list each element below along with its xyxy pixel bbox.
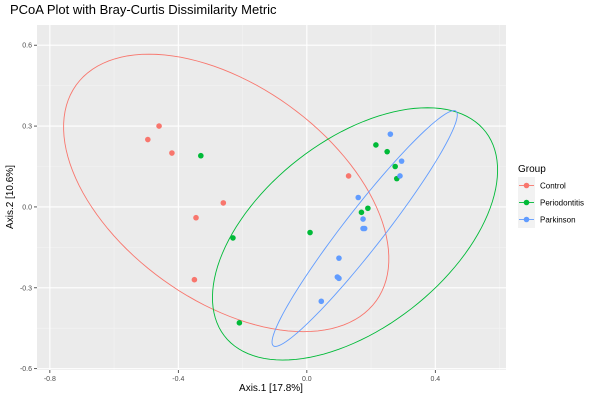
legend-label-parkinson: Parkinson (540, 216, 576, 225)
point-periodontitis (307, 229, 313, 236)
legend-title: Group (518, 164, 546, 175)
point-periodontitis (236, 320, 243, 326)
point-periodontitis (365, 205, 371, 212)
point-periodontitis (198, 152, 204, 159)
ellipses (63, 53, 499, 361)
y-tick-label: 0.3 (22, 124, 32, 131)
point-control (345, 173, 352, 179)
legend-key-point (523, 216, 530, 223)
y-tick-label: -0.6 (20, 366, 32, 373)
point-control (193, 214, 199, 221)
point-parkinson (336, 275, 342, 282)
point-parkinson (397, 173, 403, 179)
legend-key-point (523, 199, 530, 206)
legend-label-control: Control (540, 182, 566, 191)
point-parkinson (387, 131, 394, 137)
point-periodontitis (358, 209, 365, 216)
legend-items: Control Periodontitis Parkinson (518, 177, 584, 228)
legend: Group Control Periodontitis Parkinson (518, 164, 584, 228)
ellipse-parkinson (271, 110, 458, 347)
legend-key-point (523, 182, 530, 189)
point-periodontitis (230, 235, 236, 241)
grid-major (37, 25, 506, 370)
y-axis-title: Axis.2 [10.6%] (5, 165, 16, 229)
x-tick-label: 0.0 (302, 376, 312, 383)
point-parkinson (318, 298, 325, 305)
data-points (145, 123, 405, 326)
point-parkinson (398, 158, 405, 164)
x-axis-title: Axis.1 [17.8%] (239, 383, 303, 394)
y-tick-label: 0.0 (22, 204, 32, 211)
point-parkinson (360, 225, 366, 232)
x-tick-label: -0.4 (172, 376, 184, 383)
y-tick-label: 0.6 (22, 43, 32, 50)
point-control (220, 200, 227, 206)
point-parkinson (336, 255, 342, 261)
point-parkinson (355, 194, 362, 201)
point-control (169, 150, 175, 156)
x-tick-label: 0.4 (430, 376, 440, 383)
plot-panel (37, 25, 506, 370)
point-periodontitis (384, 148, 390, 155)
ellipse-periodontitis (212, 107, 499, 361)
point-control (145, 136, 151, 143)
y-tick-label: -0.3 (20, 285, 32, 292)
grid-minor (37, 25, 506, 370)
x-tick-label: -0.8 (44, 376, 56, 383)
point-parkinson (360, 216, 366, 222)
x-axis: -0.8 -0.4 0.0 0.4 (44, 370, 440, 383)
y-axis: -0.6 -0.3 0.0 0.3 0.6 (20, 43, 37, 373)
point-control (156, 123, 162, 129)
point-periodontitis (392, 163, 398, 170)
legend-label-periodontitis: Periodontitis (540, 199, 584, 208)
ellipse-control (63, 53, 390, 333)
point-control (191, 276, 198, 283)
chart-title: PCoA Plot with Bray-Curtis Dissimilarity… (10, 2, 277, 17)
point-periodontitis (373, 142, 379, 148)
